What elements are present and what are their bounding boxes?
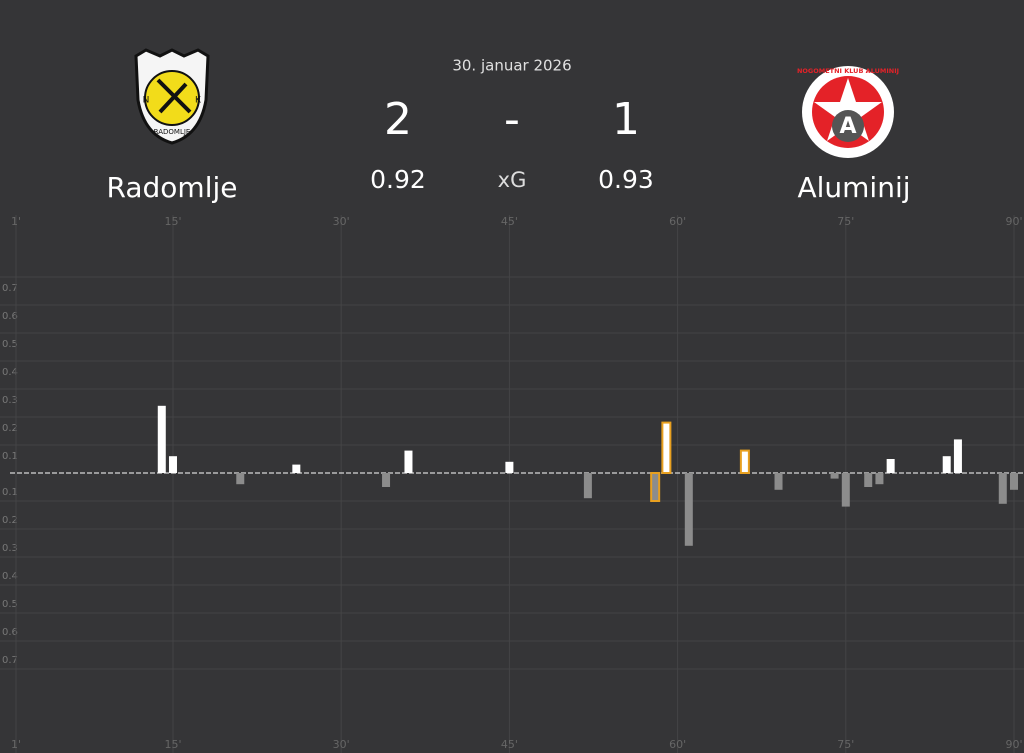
y-tick-label: 0.3 — [2, 543, 18, 554]
xg-bar — [841, 473, 850, 507]
xg-bar — [583, 473, 592, 499]
xg-bar — [382, 473, 391, 487]
xg-bar — [684, 473, 693, 546]
away-center — [832, 110, 864, 142]
y-tick-label: 0.4 — [2, 367, 18, 378]
x-tick-label: 60' — [669, 215, 686, 228]
y-tick-label: 0.7 — [2, 283, 18, 294]
y-tick-label: 0.2 — [2, 515, 18, 526]
y-tick-label: 0.5 — [2, 599, 18, 610]
xg-bar — [998, 473, 1007, 504]
xg-bar — [1010, 473, 1018, 490]
xg-bar — [157, 405, 166, 473]
x-tick-label: 75' — [837, 738, 854, 751]
y-tick-label: 0.6 — [2, 311, 18, 322]
home-xg: 0.92 — [370, 165, 426, 194]
x-tick-label: 15' — [164, 738, 181, 751]
score-separator: - — [504, 94, 520, 145]
away-logo: A NOGOMETNI KLUB ALUMINIJ — [797, 66, 899, 158]
x-tick-label: 1' — [11, 738, 21, 751]
xg-bar — [661, 421, 672, 475]
xg-label: xG — [498, 168, 527, 192]
xg-bar — [953, 439, 962, 473]
xg-bar — [942, 456, 951, 473]
match-date: 30. januar 2026 — [452, 57, 571, 75]
xg-bar — [168, 456, 177, 473]
x-tick-label: 60' — [669, 738, 686, 751]
away-score: 1 — [612, 94, 640, 145]
x-tick-label: 45' — [501, 738, 518, 751]
x-tick-label: 30' — [333, 738, 350, 751]
x-tick-label: 75' — [837, 215, 854, 228]
x-tick-label: 30' — [333, 215, 350, 228]
y-tick-label: 0.4 — [2, 571, 18, 582]
home-logo-letter: N — [143, 96, 150, 106]
y-tick-label: 0.6 — [2, 627, 18, 638]
y-tick-label: 0.1 — [2, 487, 18, 498]
xg-bar — [875, 473, 884, 485]
y-tick-label: 0.5 — [2, 339, 18, 350]
xg-bar — [774, 473, 783, 490]
y-tick-label: 0.1 — [2, 451, 18, 462]
home-score: 2 — [384, 94, 412, 145]
xg-bar — [886, 459, 895, 473]
home-logo-letter: K — [195, 96, 202, 106]
away-xg: 0.93 — [598, 165, 654, 194]
away-logo-text: NOGOMETNI KLUB ALUMINIJ — [797, 67, 899, 75]
y-tick-label: 0.3 — [2, 395, 18, 406]
home-logo: N K RADOMLJE — [134, 48, 210, 145]
away-logo-letter: A — [839, 114, 856, 139]
x-tick-label: 90' — [1005, 215, 1022, 228]
xg-bar — [505, 461, 514, 473]
y-tick-label: 0.2 — [2, 423, 18, 434]
x-tick-label: 1' — [11, 215, 21, 228]
home-emblem — [156, 78, 192, 114]
x-tick-label: 45' — [501, 215, 518, 228]
xg-bar — [864, 473, 873, 487]
xg-bar — [830, 473, 839, 479]
xg-bar — [650, 472, 661, 502]
y-tick-label: 0.7 — [2, 655, 18, 666]
xg-bar — [236, 473, 245, 485]
away-name: Aluminij — [797, 171, 910, 204]
home-name: Radomlje — [107, 171, 238, 204]
xg-bar — [292, 464, 301, 473]
xg-bar — [404, 450, 413, 473]
xg-bar — [739, 449, 750, 475]
x-tick-label: 90' — [1005, 738, 1022, 751]
away-star — [814, 78, 882, 141]
home-logo-text: RADOMLJE — [154, 128, 191, 136]
x-tick-label: 15' — [164, 215, 181, 228]
